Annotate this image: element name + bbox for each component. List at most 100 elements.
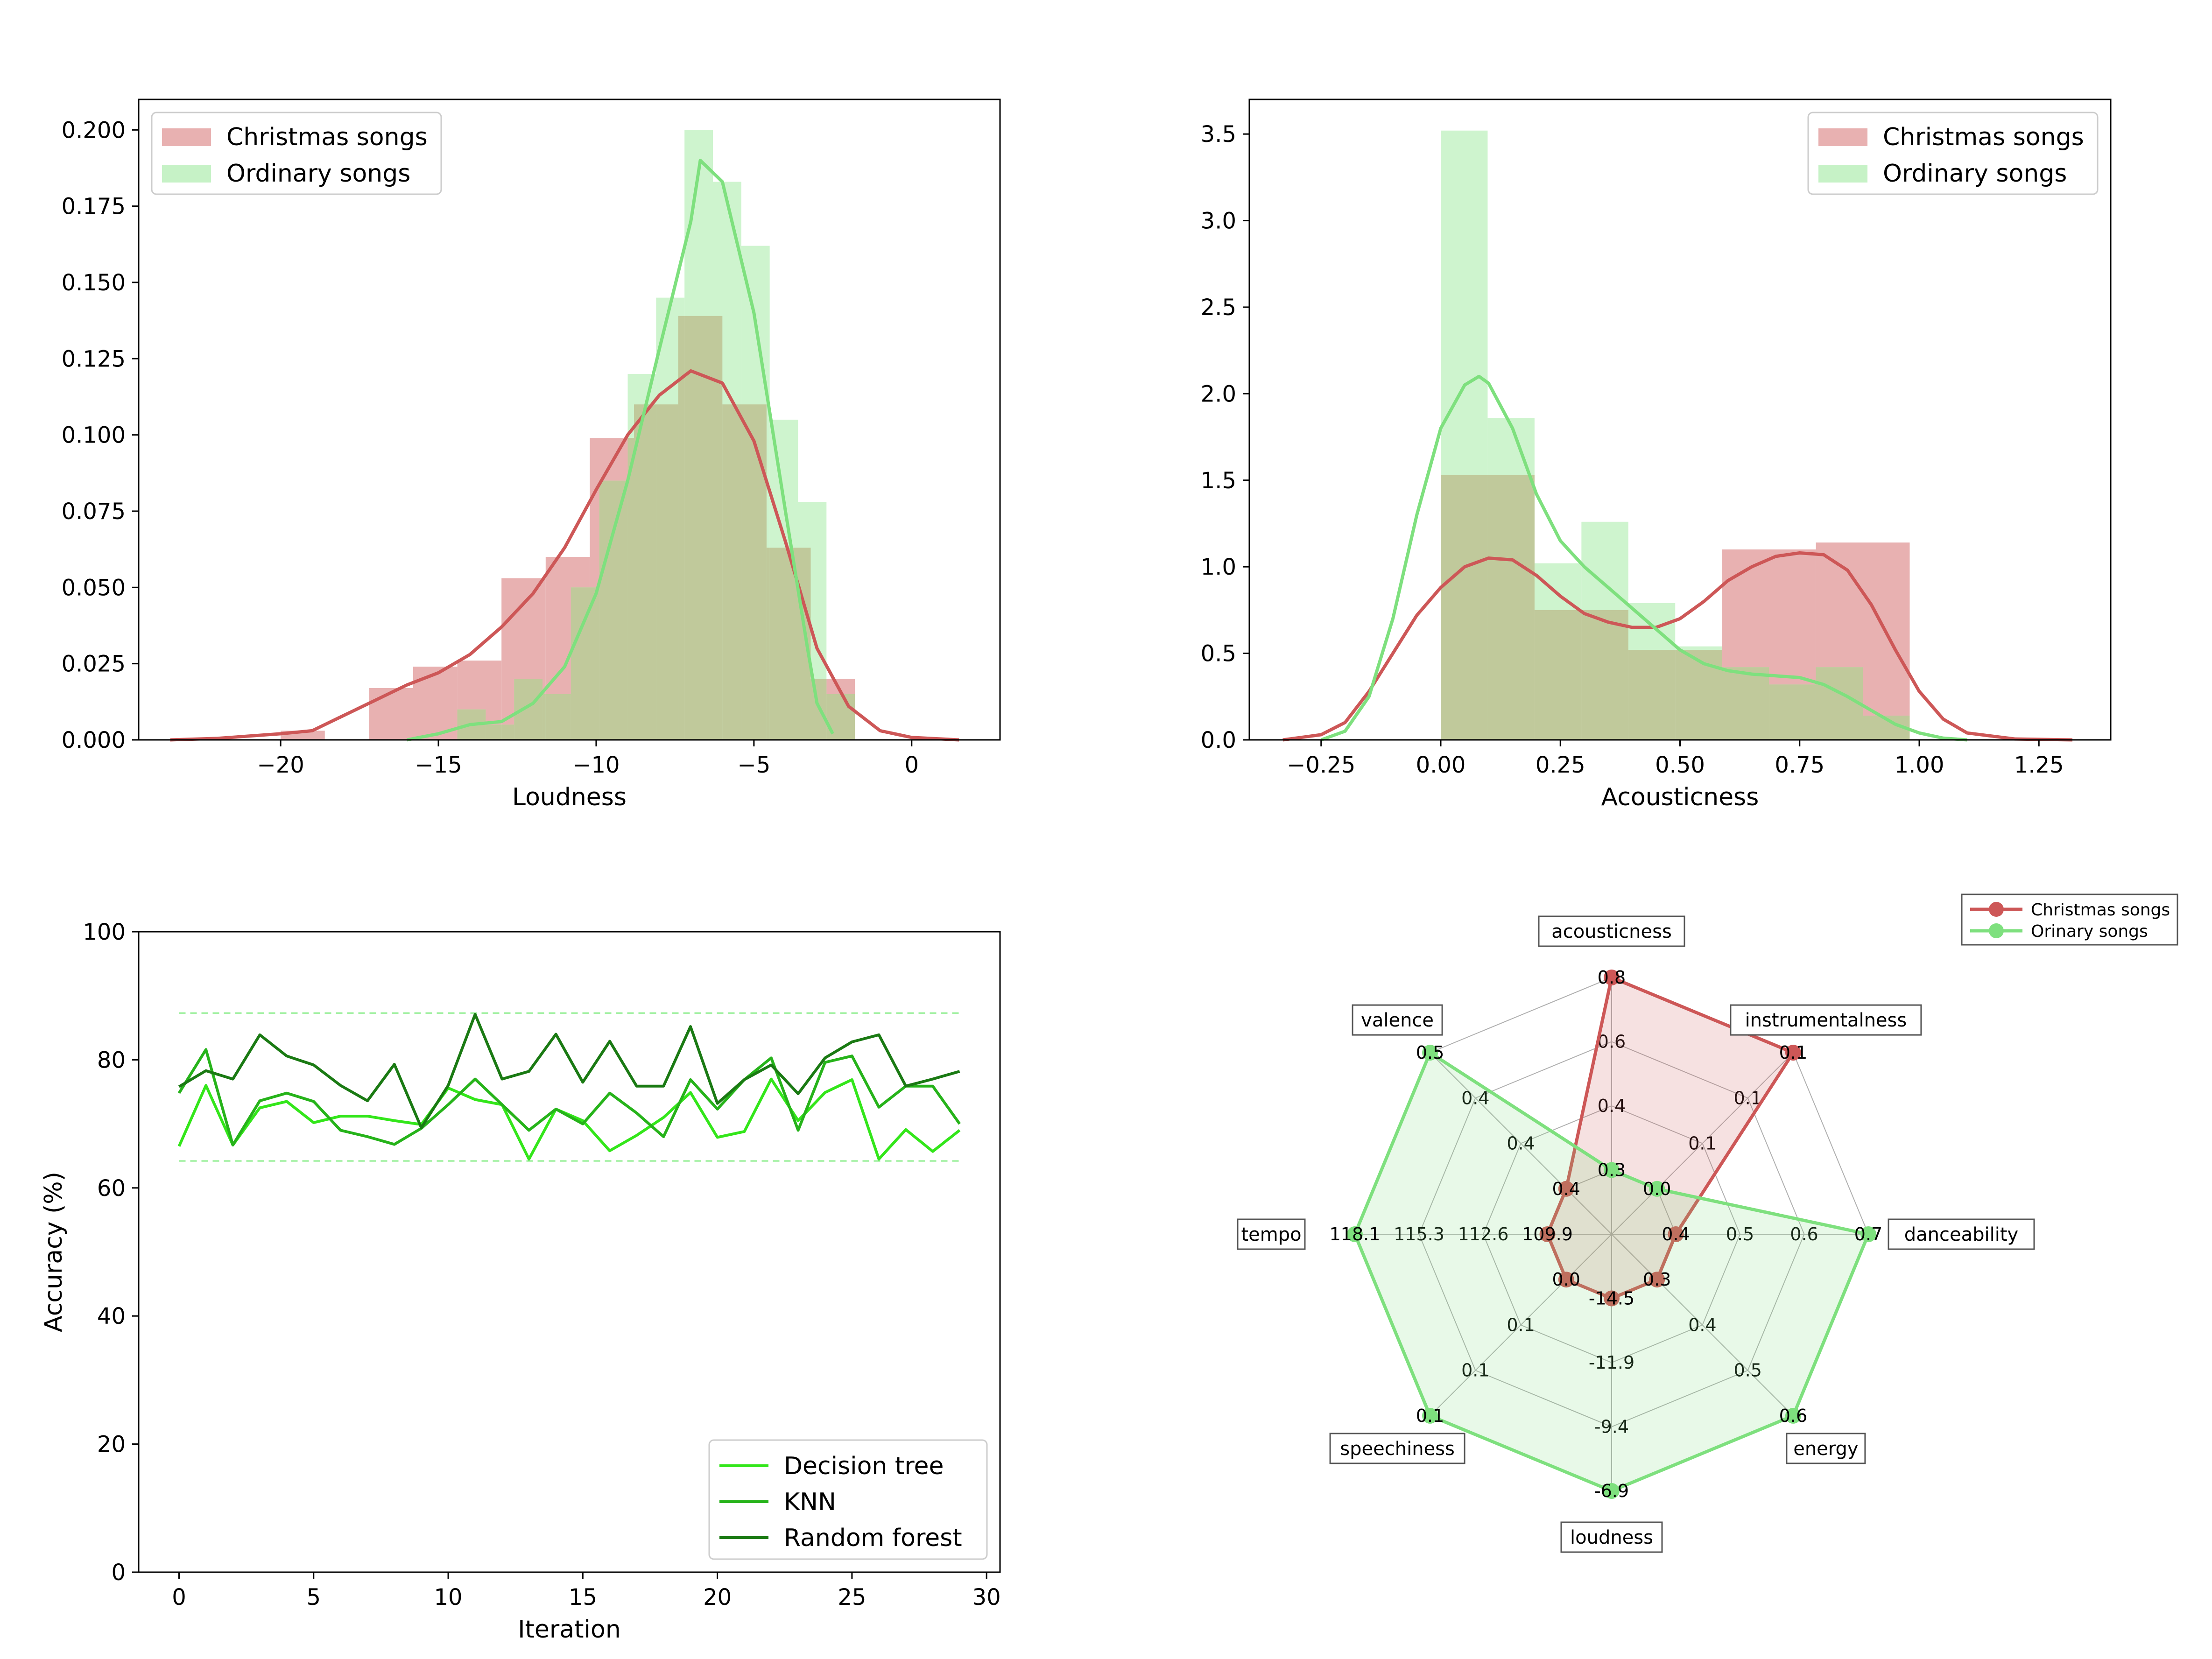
y-tick-label: 0.075: [62, 499, 126, 525]
radar-spoke: [1611, 1052, 1794, 1235]
christmas-value-label: 0.8: [1598, 967, 1626, 988]
radar-ring-label: -11.9: [1589, 1352, 1634, 1373]
radar-ring-label: 0.4: [1688, 1315, 1716, 1335]
overlap-bar: [571, 587, 590, 740]
overlap-bar: [599, 480, 628, 740]
y-tick-label: 40: [97, 1303, 126, 1329]
christmas-marker: [1604, 1290, 1620, 1307]
overlap-bar: [769, 548, 798, 740]
ordinary-value-label: -6.9: [1594, 1481, 1629, 1501]
radar-axis-label-text: loudness: [1570, 1527, 1653, 1548]
series-line-random-forest: [178, 1013, 960, 1129]
christmas-marker: [1649, 1272, 1665, 1288]
legend-label: KNN: [784, 1488, 836, 1516]
y-tick-label: 0.0: [1201, 727, 1236, 753]
legend-box: [151, 112, 442, 195]
x-tick-label: 25: [838, 1584, 866, 1610]
x-axis-label: Acousticness: [1601, 783, 1759, 811]
x-tick-label: −15: [415, 752, 462, 778]
ordinary-marker: [1347, 1226, 1363, 1242]
radar-spoke: [1430, 1234, 1612, 1416]
ordinary-value-label: 0.7: [1854, 1224, 1882, 1244]
radar-axis-label-valence: valence: [1352, 1004, 1443, 1036]
legend-box: [708, 1439, 988, 1560]
radar-ring-label: 0.1: [1733, 1088, 1761, 1108]
radar-axis-label-energy: energy: [1786, 1433, 1866, 1464]
x-tick-label: −10: [572, 752, 620, 778]
acousticness-histogram-panel: −0.25 0.00 0.25 0.50 0.75 1.00 1.25 0.0 0.5 1.0 1.…: [1201, 98, 2112, 811]
y-tick-label: 3.5: [1201, 121, 1236, 148]
y-tick-label: 1.0: [1201, 554, 1236, 580]
overlap-bar: [713, 316, 723, 740]
y-tick-label: 100: [83, 919, 126, 945]
radar-axis-label-text: tempo: [1241, 1224, 1301, 1245]
radar-axis-label-text: valence: [1361, 1010, 1434, 1031]
legend-label-ordinary: Orinary songs: [2031, 922, 2148, 941]
radar-ring-label: 0.5: [1733, 1360, 1761, 1381]
legend-swatch-christmas: [1818, 128, 1867, 146]
radar-ring-label: 0.6: [1598, 1032, 1626, 1052]
radar-axis-label-text: danceability: [1904, 1224, 2018, 1245]
legend-swatch-ordinary: [1818, 165, 1867, 183]
ordinary-marker: [1422, 1045, 1438, 1061]
legend: Decision tree KNN Random forest: [708, 1439, 988, 1560]
radar-axis-label-box: [1786, 1433, 1866, 1464]
y-tick-label: 0: [111, 1560, 126, 1586]
christmas-value-label: 109.9: [1522, 1224, 1573, 1244]
radar-ring-label: 112.6: [1458, 1224, 1509, 1244]
overlap-bar: [634, 404, 656, 740]
christmas-bar: [369, 688, 413, 740]
overlap-bar: [1441, 475, 1488, 740]
overlap-bar: [1722, 667, 1769, 740]
overlap-bar: [1534, 610, 1582, 740]
radar-ring-label: 0.6: [1790, 1224, 1818, 1244]
y-tick-label: 0.025: [62, 651, 126, 677]
radar-spoke: [1611, 1234, 1794, 1416]
legend-label-christmas: Christmas songs: [2031, 900, 2170, 920]
radar-axis-label-box: [1730, 1004, 1922, 1036]
x-tick-label: 1.00: [1895, 752, 1944, 778]
y-tick-label: 0.125: [62, 346, 126, 372]
radar-ring-label: 0.1: [1507, 1315, 1535, 1335]
overlap-bar: [766, 548, 770, 740]
overlap-bar: [741, 404, 767, 740]
x-tick-label: −20: [257, 752, 304, 778]
x-tick-label: 30: [972, 1584, 1001, 1610]
radar-axis-label-danceability: danceability: [1888, 1218, 2035, 1250]
axes-frame: [138, 98, 1001, 741]
x-tick-label: 20: [703, 1584, 732, 1610]
ordinary-marker: [1604, 1483, 1620, 1499]
radar-spoke: [1430, 1052, 1612, 1235]
radar-ring-label: 0.4: [1507, 1133, 1535, 1154]
y-tick-label: 0.175: [62, 194, 126, 220]
radar-ring-label: -9.4: [1594, 1417, 1629, 1437]
y-tick-label: 2.5: [1201, 295, 1236, 321]
x-axis-label: Loudness: [512, 783, 627, 811]
christmas-marker: [1604, 970, 1620, 985]
legend-label: Decision tree: [784, 1452, 944, 1480]
radar-ring-label: 115.3: [1394, 1224, 1444, 1244]
radar-axis-label-tempo: tempo: [1237, 1218, 1306, 1250]
y-tick-label: 0.5: [1201, 641, 1236, 667]
radar-axis-label-text: acousticness: [1551, 921, 1672, 942]
christmas-value-label: 0.4: [1662, 1224, 1690, 1244]
legend-label-christmas: Christmas songs: [1883, 123, 2084, 151]
overlap-bar: [656, 404, 678, 740]
christmas-kde-line: [170, 369, 959, 742]
christmas-value-label: 0.3: [1643, 1269, 1671, 1290]
x-tick-label: 0: [904, 752, 919, 778]
radar-axis-label-box: [1538, 915, 1685, 947]
overlap-bar: [542, 694, 546, 740]
series-line-knn: [177, 1048, 961, 1146]
y-tick-label: 0.150: [62, 270, 126, 296]
y-tick-label: 0.000: [62, 727, 126, 753]
legend-label-christmas: Christmas songs: [226, 123, 428, 151]
overlap-bar: [678, 316, 685, 740]
radar-axis-label-box: [1560, 1521, 1663, 1553]
radar-axis-label-box: [1352, 1004, 1443, 1036]
christmas-marker: [1558, 1272, 1574, 1288]
overlap-bar: [798, 548, 811, 740]
christmas-value-label: 0.4: [1552, 1179, 1580, 1199]
overlap-bar: [514, 679, 543, 740]
